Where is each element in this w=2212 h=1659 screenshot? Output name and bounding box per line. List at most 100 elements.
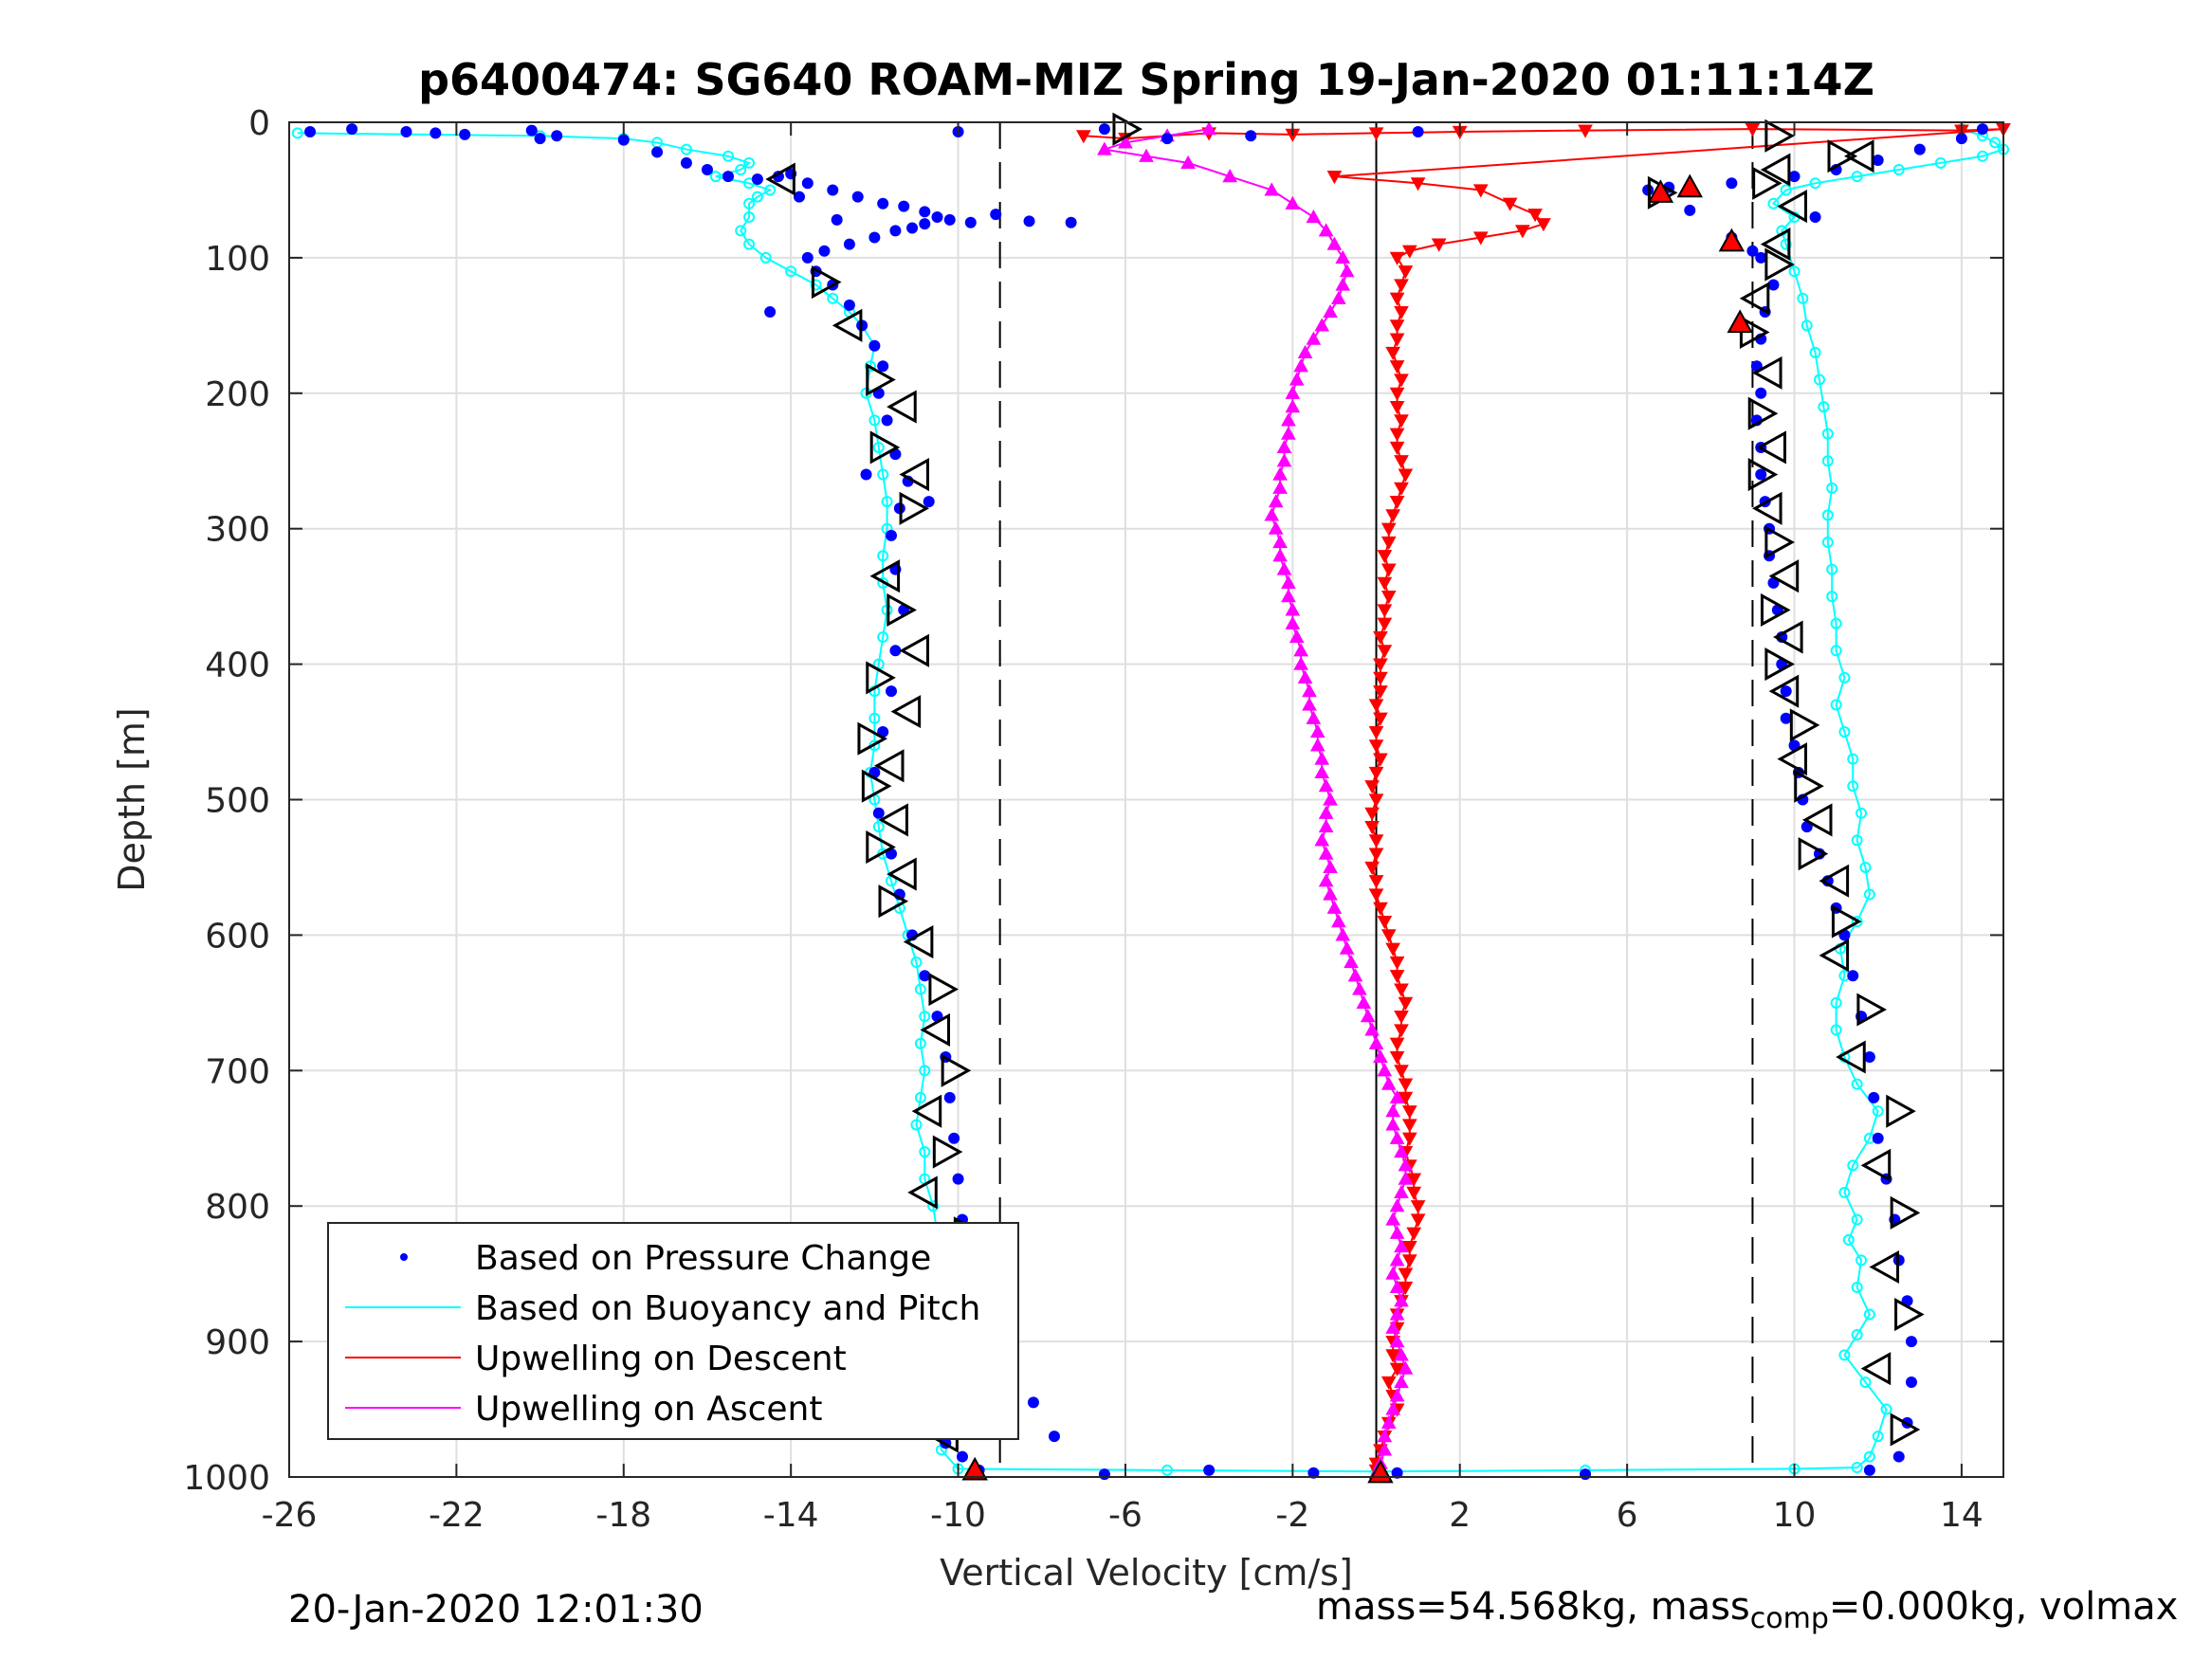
upwelling-descent-point (1389, 1050, 1405, 1066)
pressure-point (964, 216, 977, 228)
upwelling-descent-point (1380, 563, 1397, 577)
upwelling-descent-point (1368, 739, 1384, 754)
pressure-point (877, 360, 889, 373)
upwelling-ascent-point (1289, 629, 1305, 644)
buoyancy-point (1863, 888, 1875, 901)
upwelling-descent-point (1368, 766, 1384, 780)
pressure-point (1245, 130, 1257, 142)
pressure-point (952, 1173, 964, 1185)
upwelling-ascent-point (1222, 169, 1238, 183)
buoyancy-point (1826, 563, 1838, 575)
upwelling-descent-point (1401, 1119, 1417, 1133)
upwelling-descent-point (1380, 1376, 1397, 1390)
buoyancy-point (1856, 807, 1868, 819)
buoyancy-point (1851, 916, 1863, 928)
upwelling-ascent-point (1398, 1171, 1414, 1185)
upwelling-descent-point (1368, 793, 1384, 808)
open-triangle-marker (866, 362, 896, 397)
buoyancy-point (1892, 164, 1905, 176)
open-triangle-marker (1760, 153, 1791, 187)
buoyancy-point (877, 631, 889, 644)
buoyancy-point (1161, 1464, 1174, 1476)
upwelling-ascent-point (1331, 290, 1346, 304)
open-triangle-marker (832, 308, 863, 342)
pressure-point (889, 225, 902, 237)
red-triangle-marker (1647, 179, 1674, 203)
upwelling-descent-point (1385, 1349, 1401, 1363)
upwelling-ascent-point (1356, 994, 1372, 1009)
pressure-point (956, 1450, 968, 1463)
upwelling-descent-point (1401, 1132, 1417, 1146)
x-tick-label: -22 (429, 1496, 484, 1535)
legend-label: Upwelling on Ascent (475, 1390, 822, 1429)
upwelling-descent-point (1364, 780, 1380, 794)
upwelling-ascent-point (1389, 1306, 1405, 1321)
red-triangle-marker (1676, 173, 1703, 198)
pressure-point (1023, 215, 1035, 228)
upwelling-ascent-point (1389, 1225, 1405, 1239)
footer-mass-text: mass=54.568kg, mass (1316, 1585, 1750, 1629)
pressure-point (722, 171, 735, 183)
upwelling-descent-point (1364, 861, 1380, 875)
pressure-point (1872, 1132, 1884, 1144)
buoyancy-point (919, 1065, 931, 1077)
upwelling-ascent-point (1335, 249, 1351, 264)
upwelling-ascent-point (1398, 1158, 1414, 1172)
buoyancy-point (1851, 1461, 1863, 1473)
pressure-point (1780, 685, 1792, 698)
pressure-point (793, 191, 805, 203)
upwelling-ascent-point (1285, 602, 1301, 616)
pressure-point (1746, 245, 1759, 257)
y-tick-label: 400 (205, 647, 270, 685)
buoyancy-point (1934, 156, 1947, 169)
pressure-point (931, 211, 943, 224)
open-triangle-marker (878, 884, 909, 919)
buoyancy-point (1830, 996, 1842, 1009)
upwelling-ascent-point (1394, 1184, 1409, 1199)
open-triangle-marker (1789, 708, 1820, 742)
upwelling-ascent-point (1306, 210, 1322, 224)
pressure-point (1913, 143, 1926, 155)
open-triangle-marker (1752, 166, 1782, 200)
upwelling-ascent-point (1318, 846, 1334, 860)
open-triangle-marker (1739, 282, 1770, 316)
pressure-point (919, 218, 931, 230)
pressure-point (1755, 251, 1767, 264)
open-triangle-marker (1764, 647, 1795, 682)
upwelling-descent-point (1578, 124, 1593, 138)
upwelling-descent-point (1472, 184, 1489, 198)
pressure-point (534, 133, 546, 145)
open-triangle-marker (866, 661, 896, 695)
upwelling-descent-point (1389, 496, 1405, 510)
upwelling-descent-point (1326, 171, 1343, 185)
upwelling-descent-point (1398, 996, 1414, 1011)
pressure-point (801, 177, 814, 190)
pressure-point (886, 529, 898, 541)
open-triangle-marker (1886, 1094, 1916, 1128)
open-triangle-marker (1764, 247, 1795, 282)
footer-mass-subscript: comp (1749, 1602, 1829, 1635)
buoyancy-point (1821, 428, 1834, 440)
upwelling-descent-point (1472, 231, 1489, 246)
upwelling-ascent-point (1323, 859, 1338, 874)
upwelling-ascent-point (1289, 372, 1305, 386)
buoyancy-point (1788, 265, 1801, 278)
x-axis-label: Vertical Velocity [cm/s] (940, 1552, 1353, 1594)
open-triangle-marker (873, 749, 905, 783)
upwelling-descent-point (1368, 848, 1384, 862)
pressure-point (860, 468, 872, 481)
buoyancy-point (1809, 177, 1821, 190)
upwelling-descent-point (1380, 929, 1397, 943)
pressure-point (525, 124, 538, 137)
buoyancy-point (1880, 1403, 1892, 1415)
upwelling-ascent-point (1385, 1212, 1401, 1226)
x-tick-label: -10 (930, 1496, 986, 1535)
pressure-point (617, 134, 630, 146)
buoyancy-point (1851, 1281, 1863, 1293)
upwelling-descent-point (1373, 685, 1388, 700)
upwelling-descent-point (1380, 536, 1397, 551)
upwelling-ascent-point (1377, 1429, 1393, 1443)
buoyancy-point (1838, 726, 1851, 738)
upwelling-descent-point (1385, 509, 1401, 523)
x-tick-label: 10 (1773, 1496, 1817, 1535)
